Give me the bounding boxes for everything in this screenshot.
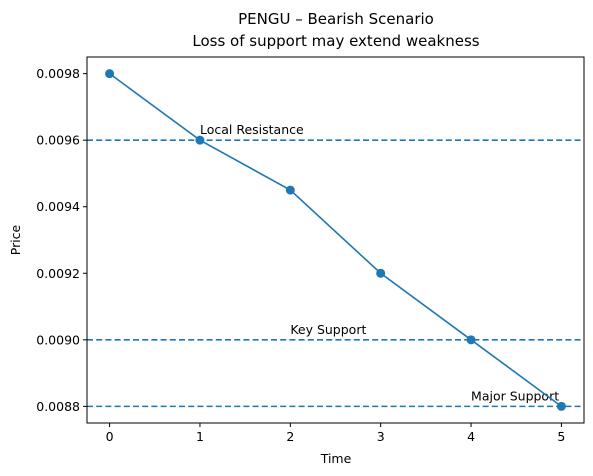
series-0-line: [109, 72, 562, 408]
y-tick-label-1: 0.0090: [36, 332, 80, 347]
data-point-0: [105, 69, 115, 79]
data-point-4: [466, 335, 476, 345]
x-axis-label: Time: [320, 451, 352, 466]
x-tick-label-2: 2: [286, 429, 294, 444]
data-point-3: [376, 268, 386, 278]
hline-label-1: Key Support: [290, 322, 366, 337]
chart-subtitle: Loss of support may extend weakness: [192, 32, 479, 50]
x-tick-label-3: 3: [377, 429, 385, 444]
y-tick-label-2: 0.0092: [36, 266, 80, 281]
y-tick-label-4: 0.0096: [36, 133, 80, 148]
x-tick-label-4: 4: [467, 429, 475, 444]
x-tick-label-5: 5: [557, 429, 565, 444]
y-axis-label: Price: [8, 224, 23, 255]
data-point-5: [556, 401, 566, 411]
data-point-2: [285, 185, 295, 195]
y-tick-label-3: 0.0094: [36, 199, 80, 214]
plot-area: Local Resistance Key Support Major Support…: [36, 66, 584, 444]
x-tick-label-0: 0: [106, 429, 114, 444]
y-tick-label-0: 0.0088: [36, 399, 80, 414]
x-tick-label-1: 1: [196, 429, 204, 444]
chart-title: PENGU – Bearish Scenario: [238, 10, 434, 28]
plot-frame: [86, 56, 585, 424]
y-tick-label-5: 0.0098: [36, 66, 80, 81]
hline-label-2: Major Support: [471, 388, 559, 403]
hline-label-0: Local Resistance: [200, 122, 304, 137]
data-point-1: [195, 135, 205, 145]
